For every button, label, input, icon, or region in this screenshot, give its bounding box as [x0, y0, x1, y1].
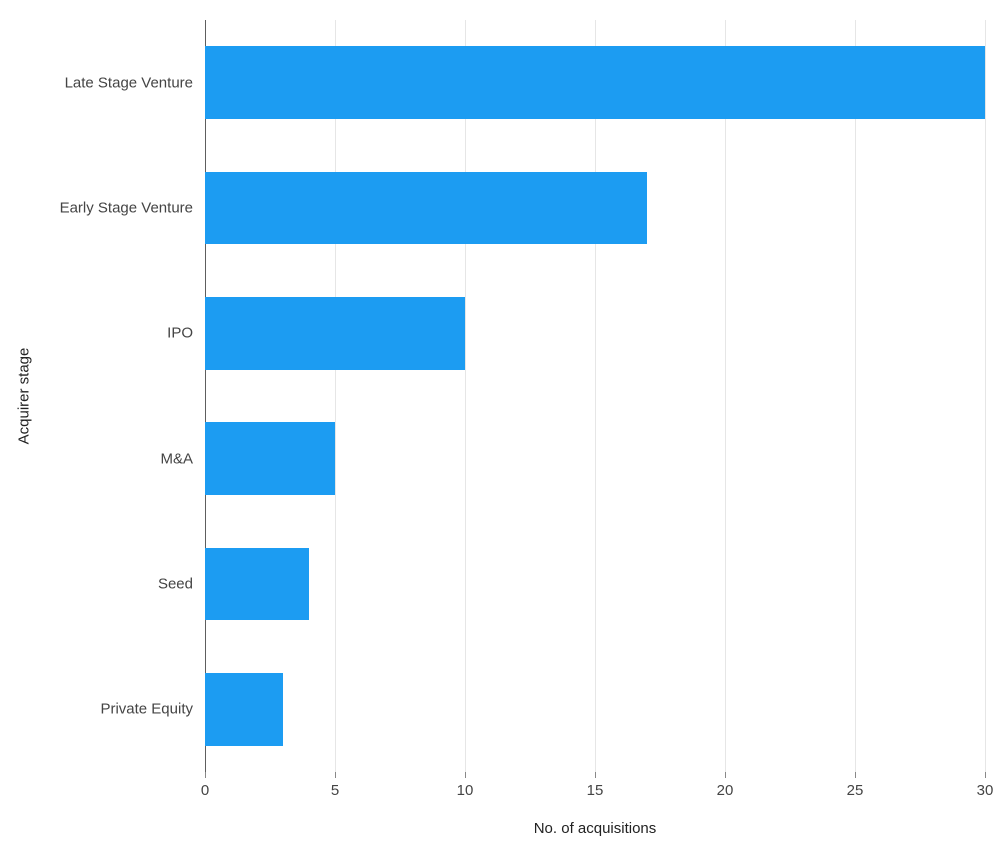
bar: [205, 548, 309, 621]
bar: [205, 422, 335, 495]
y-tick-label: Early Stage Venture: [60, 200, 193, 217]
x-tick-mark: [465, 772, 466, 778]
x-tick-mark: [205, 772, 206, 778]
gridline: [595, 20, 596, 772]
x-tick-mark: [855, 772, 856, 778]
x-tick-mark: [985, 772, 986, 778]
x-tick-label: 10: [457, 782, 474, 799]
x-axis-title: No. of acquisitions: [534, 820, 657, 837]
y-tick-label: M&A: [160, 450, 193, 467]
x-tick-label: 5: [331, 782, 339, 799]
plot-area: [205, 20, 985, 772]
bar: [205, 673, 283, 746]
bar: [205, 46, 985, 119]
y-tick-label: Private Equity: [100, 701, 193, 718]
x-tick-label: 25: [847, 782, 864, 799]
gridline: [335, 20, 336, 772]
x-tick-mark: [595, 772, 596, 778]
x-tick-mark: [335, 772, 336, 778]
y-tick-label: IPO: [167, 325, 193, 342]
bar: [205, 172, 647, 245]
x-tick-label: 30: [977, 782, 994, 799]
bar-chart: Acquirer stage No. of acquisitions 0 5 10 1…: [0, 0, 1001, 852]
x-tick-label: 15: [587, 782, 604, 799]
y-axis-line: [205, 20, 206, 772]
gridline: [465, 20, 466, 772]
gridline: [855, 20, 856, 772]
y-tick-label: Seed: [158, 576, 193, 593]
gridline: [725, 20, 726, 772]
y-tick-label: Late Stage Venture: [65, 74, 193, 91]
x-tick-mark: [725, 772, 726, 778]
gridline: [985, 20, 986, 772]
y-axis-title: Acquirer stage: [16, 348, 33, 445]
x-tick-label: 0: [201, 782, 209, 799]
x-tick-label: 20: [717, 782, 734, 799]
bar: [205, 297, 465, 370]
